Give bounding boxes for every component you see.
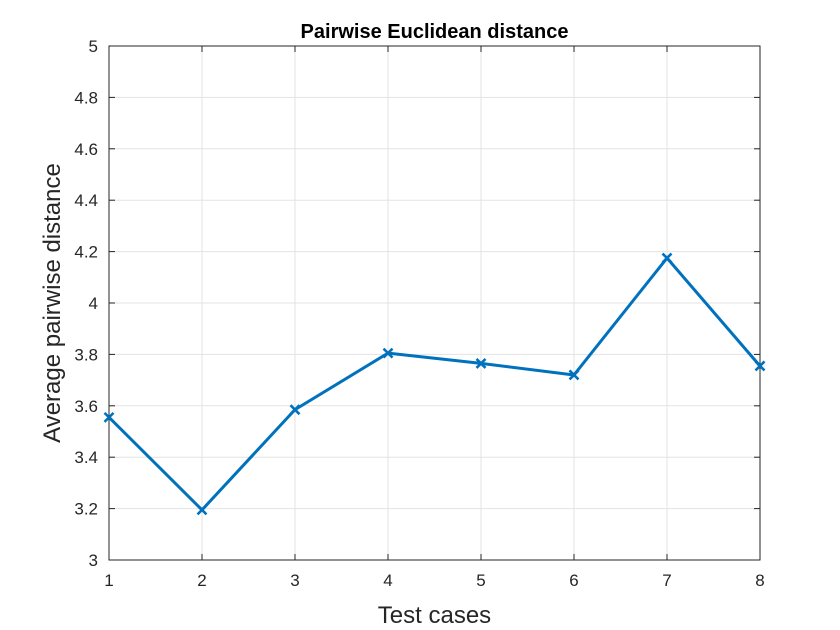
x-tick-label: 4 bbox=[383, 571, 392, 590]
y-tick-label: 3.4 bbox=[74, 448, 98, 467]
y-tick-label: 3.2 bbox=[74, 500, 98, 519]
y-tick-label: 4.2 bbox=[74, 243, 98, 262]
y-axis-label: Average pairwise distance bbox=[39, 163, 66, 443]
axis-ticks: 1 2 3 4 5 6 7 8 3 3.2 3.4 3.6 3.8 4 4.2 4.4 4.6 4.8 5 bbox=[74, 37, 764, 590]
data-point-marker bbox=[661, 252, 673, 264]
x-tick-label: 5 bbox=[476, 571, 485, 590]
y-tick-label: 3 bbox=[89, 551, 98, 570]
chart-title: Pairwise Euclidean distance bbox=[301, 21, 569, 43]
x-tick-label: 6 bbox=[569, 571, 578, 590]
data-point-marker bbox=[475, 357, 487, 369]
data-point-marker bbox=[289, 404, 301, 416]
y-tick-label: 3.8 bbox=[74, 345, 98, 364]
x-tick-label: 1 bbox=[104, 571, 113, 590]
x-axis-label: Test cases bbox=[378, 602, 491, 629]
data-point-marker bbox=[196, 504, 208, 516]
data-point-marker bbox=[754, 360, 766, 372]
y-tick-label: 4 bbox=[89, 294, 98, 313]
data-point-marker bbox=[103, 411, 115, 423]
x-tick-label: 3 bbox=[290, 571, 299, 590]
y-tick-label: 4.8 bbox=[74, 88, 98, 107]
series-layer bbox=[103, 252, 766, 516]
data-point-marker bbox=[568, 369, 580, 381]
y-tick-label: 4.6 bbox=[74, 140, 98, 159]
y-tick-label: 4.4 bbox=[74, 191, 98, 210]
x-tick-label: 7 bbox=[662, 571, 671, 590]
y-tick-label: 5 bbox=[89, 37, 98, 56]
data-point-marker bbox=[382, 347, 394, 359]
series-line bbox=[107, 256, 762, 512]
x-tick-label: 8 bbox=[755, 571, 764, 590]
y-tick-label: 3.6 bbox=[74, 397, 98, 416]
x-tick-label: 2 bbox=[197, 571, 206, 590]
